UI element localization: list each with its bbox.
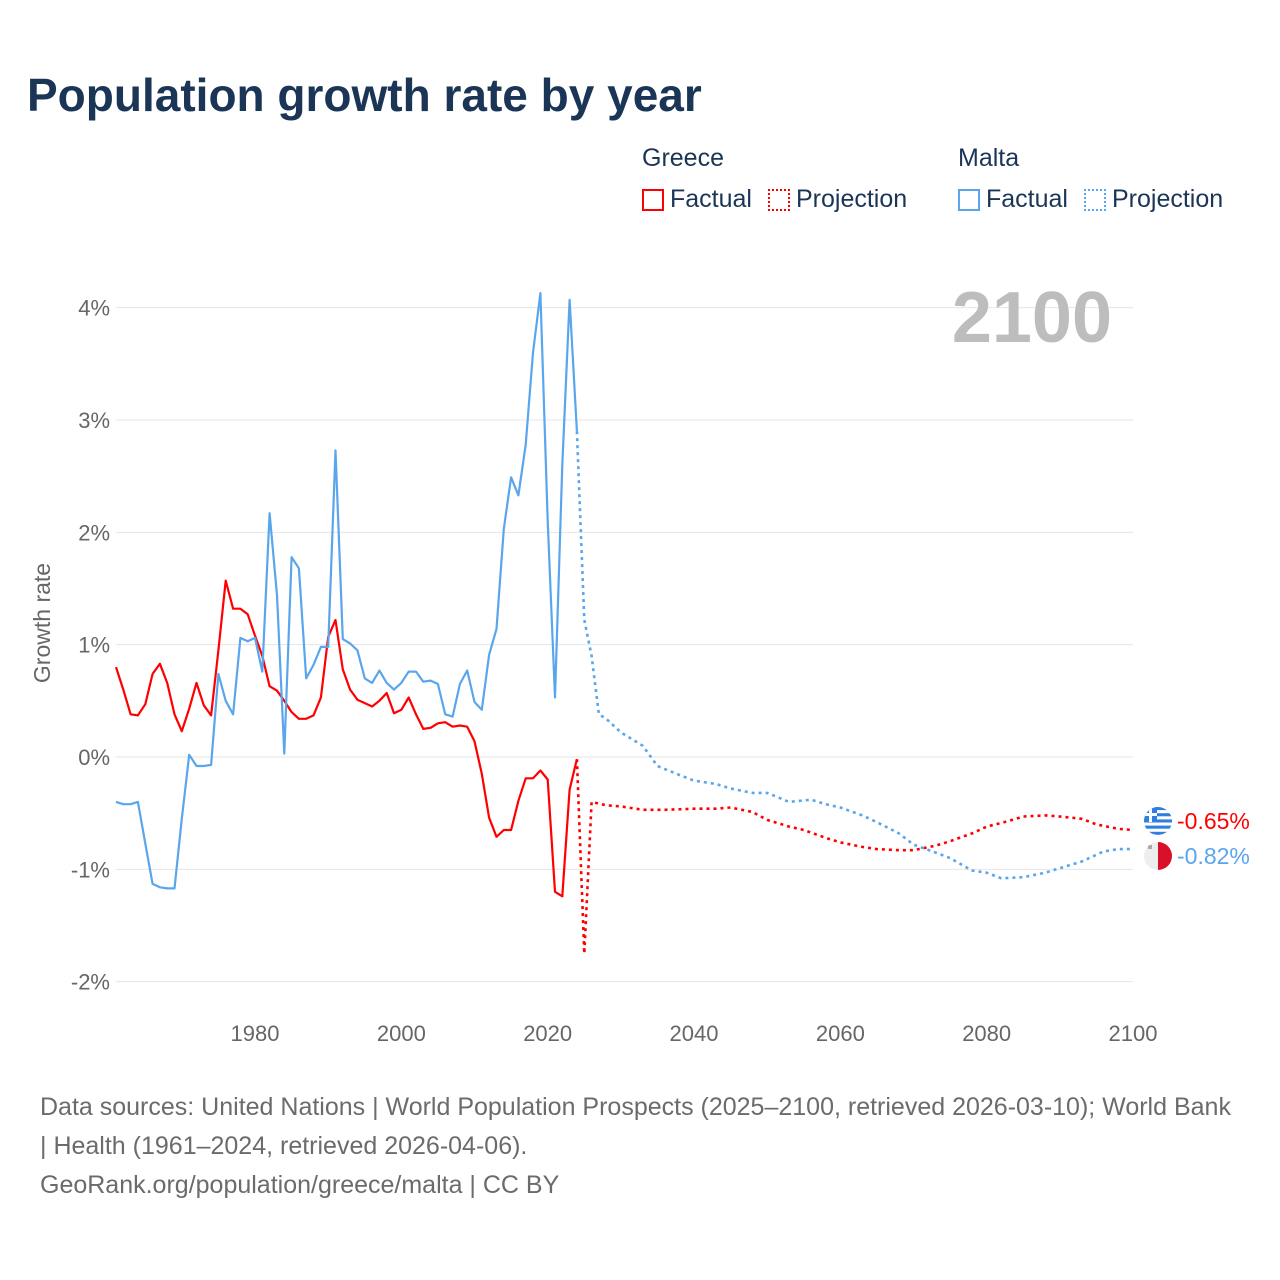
legend-label: Factual: [986, 185, 1068, 213]
series-malta-projection: [575, 431, 1133, 880]
y-tick-label: 2%: [78, 520, 110, 545]
x-tick-label: 2000: [377, 1021, 426, 1046]
y-tick-label: -2%: [71, 970, 110, 995]
series-malta-factual: [115, 292, 578, 890]
legend-greece-factual[interactable]: Factual: [642, 185, 752, 214]
y-tick-label: 4%: [78, 296, 110, 321]
y-tick-label: -1%: [71, 857, 110, 882]
legend-malta: Malta Factual Projection: [958, 144, 1223, 214]
legend-label: Projection: [1111, 185, 1224, 213]
series-lines: [114, 292, 1134, 955]
legend-label: Projection: [795, 185, 908, 213]
legend-swatch-solid: [642, 188, 664, 211]
series-greece-projection: [575, 759, 1134, 955]
legend-malta-projection[interactable]: Projection: [1083, 185, 1224, 214]
y-tick-label: 1%: [78, 633, 110, 658]
sources-text: Data sources: United Nations | World Pop…: [40, 1093, 1231, 1160]
x-tick-label: 2080: [962, 1021, 1011, 1046]
legend-greece-name: Greece: [642, 144, 724, 172]
gridlines: 4% 3% 2% 1% 0% -1% -2% 1980 2000 2020 2040 2060 2080…: [71, 296, 1158, 1046]
x-tick-label: 2100: [1109, 1021, 1158, 1046]
y-tick-label: 0%: [78, 745, 110, 770]
legend-swatch-dotted: [1083, 188, 1106, 211]
legend-malta-factual[interactable]: Factual: [958, 185, 1068, 214]
legend-greece: Greece Factual Projection: [642, 144, 907, 214]
malta-flag-icon: [1144, 842, 1172, 870]
legend-swatch-dotted: [767, 188, 790, 211]
x-tick-label: 2040: [670, 1021, 719, 1046]
legend-malta-name: Malta: [958, 144, 1020, 172]
x-tick-label: 2060: [816, 1021, 865, 1046]
year-display: 2100: [952, 278, 1112, 358]
y-axis-label: Growth rate: [29, 563, 55, 683]
attribution-link[interactable]: GeoRank.org/population/greece/malta | CC…: [40, 1171, 560, 1199]
chart-title: Population growth rate by year: [27, 69, 702, 121]
legend-swatch-solid: [958, 188, 980, 211]
legend-greece-projection[interactable]: Projection: [767, 185, 908, 214]
y-tick-label: 3%: [78, 408, 110, 433]
series-greece-factual: [114, 579, 578, 898]
greece-flag-icon: [1144, 807, 1172, 835]
legend-label: Factual: [670, 185, 752, 213]
x-tick-label: 2020: [523, 1021, 572, 1046]
x-tick-label: 1980: [231, 1021, 280, 1046]
malta-end-label: -0.82%: [1177, 843, 1250, 869]
data-sources: Data sources: United Nations | World Pop…: [40, 1088, 1240, 1205]
greece-end-label: -0.65%: [1177, 808, 1250, 834]
